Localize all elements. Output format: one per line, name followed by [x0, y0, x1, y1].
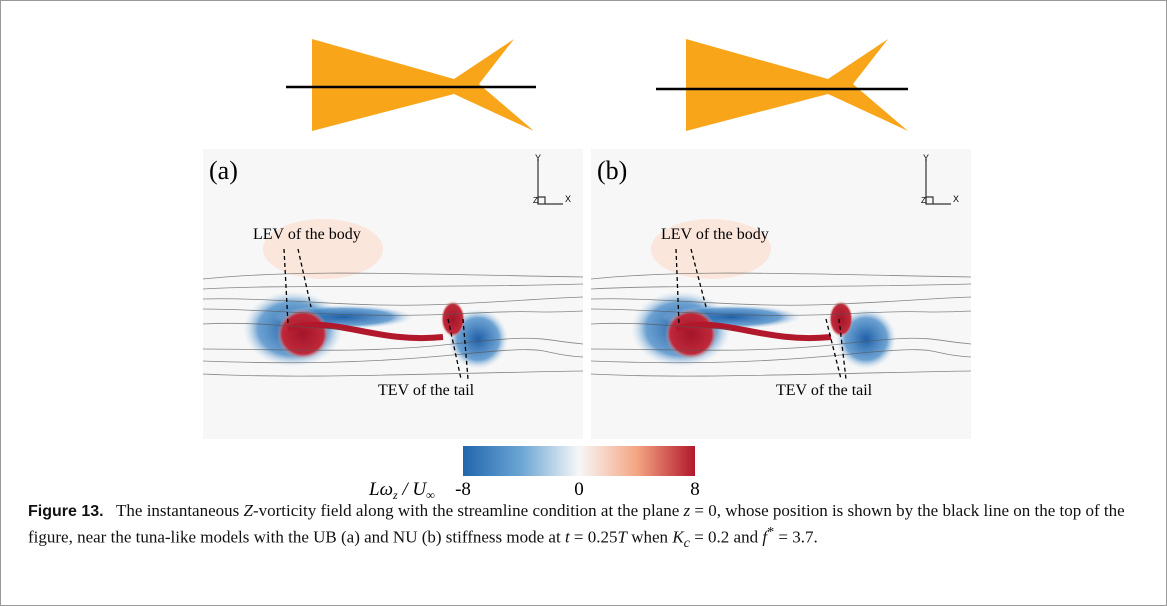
text: / U [398, 479, 428, 500]
annotation: LEV of the body [661, 226, 769, 243]
text: -vorticity field along with the streamli… [253, 501, 684, 520]
axis-label: Y [923, 153, 929, 163]
text: = 0.2 and [690, 528, 762, 547]
text: Z [244, 501, 253, 520]
fish-model [686, 39, 908, 131]
axis-label: X [953, 194, 959, 204]
text: when [627, 528, 672, 547]
axis-label: Z [921, 196, 926, 205]
text: = 0.25 [570, 528, 618, 547]
annotation: LEV of the body [253, 226, 361, 243]
caption-number: Figure 13. [28, 503, 104, 520]
text: The instantaneous [116, 501, 243, 520]
panel-label: (b) [597, 156, 627, 185]
colorbar-tick-label: -8 [455, 479, 471, 500]
axis-label: Y [535, 153, 541, 163]
annotation: TEV of the tail [378, 382, 475, 399]
panel-label: (a) [209, 156, 238, 185]
figure-graphic: (a) Y Z X LEV of the body TEV of the tail (b) Y… [1, 1, 1166, 501]
text: T [618, 528, 627, 547]
colorbar-label: Lωz / U∞ [368, 479, 435, 501]
axis-label: Z [533, 196, 538, 205]
axis-label: X [565, 194, 571, 204]
colorbar-tick-label: 8 [690, 479, 700, 500]
text: = 3.7. [774, 528, 818, 547]
text: Lω [368, 479, 393, 500]
annotation: TEV of the tail [776, 382, 873, 399]
figure: (a) Y Z X LEV of the body TEV of the tail (b) Y… [0, 0, 1167, 606]
colorbar [463, 446, 695, 476]
caption: Figure 13. The instantaneous Z-vorticity… [28, 500, 1138, 554]
colorbar-tick-label: 0 [574, 479, 584, 500]
fish-model [312, 39, 534, 131]
text: K [672, 528, 683, 547]
